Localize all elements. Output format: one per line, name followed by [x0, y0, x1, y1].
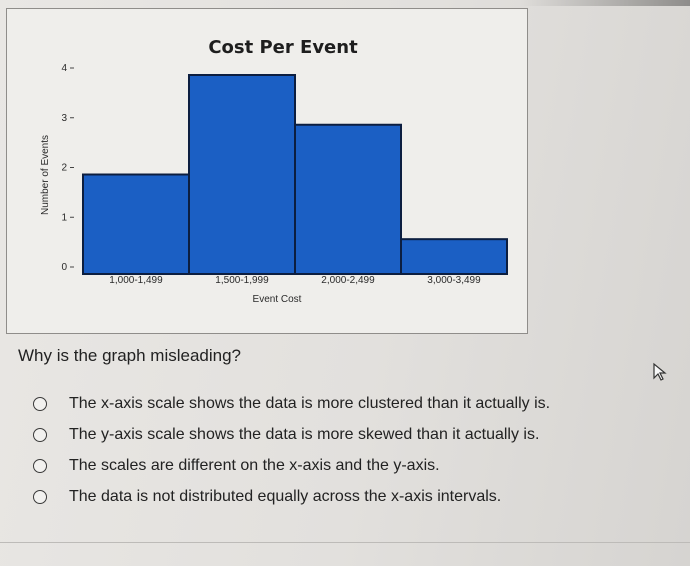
y-tick-label: 4	[61, 63, 67, 74]
option-label: The x-axis scale shows the data is more …	[69, 395, 551, 412]
y-tick-label: 0	[61, 262, 67, 273]
histogram-bar	[400, 238, 508, 276]
radio-button[interactable]	[33, 459, 47, 473]
x-tick-label: 1,500-1,999	[215, 275, 269, 286]
y-tick-label: 1	[61, 212, 67, 223]
cursor-arrow-icon	[653, 362, 667, 381]
x-axis-label: Event Cost	[253, 294, 302, 305]
option-2[interactable]: The y-axis scale shows the data is more …	[20, 423, 680, 447]
option-3[interactable]: The scales are different on the x-axis a…	[20, 454, 680, 478]
option-label: The data is not distributed equally acro…	[69, 488, 502, 505]
histogram-bar	[188, 74, 296, 275]
histogram-chart: Cost Per Event Number of Events Event Co…	[40, 37, 508, 305]
y-tick-label: 3	[61, 113, 67, 124]
option-1[interactable]: The x-axis scale shows the data is more …	[20, 392, 680, 416]
chart-panel: Cost Per Event Number of Events Event Co…	[6, 8, 528, 334]
divider	[0, 542, 690, 543]
radio-button[interactable]	[33, 490, 47, 504]
y-tick-label: 2	[61, 163, 67, 174]
x-tick-label: 3,000-3,499	[427, 275, 481, 286]
x-tick-label: 2,000-2,499	[321, 275, 375, 286]
top-edge-shadow	[520, 0, 690, 6]
chart-title: Cost Per Event	[208, 37, 358, 58]
option-label: The y-axis scale shows the data is more …	[69, 426, 540, 443]
histogram-bar	[294, 123, 402, 275]
y-axis-label: Number of Events	[40, 135, 51, 215]
histogram-bar	[82, 173, 190, 275]
question-text: Why is the graph misleading?	[18, 346, 242, 365]
answer-options: The x-axis scale shows the data is more …	[20, 392, 680, 516]
radio-button[interactable]	[33, 397, 47, 411]
x-tick-label: 1,000-1,499	[109, 275, 163, 286]
radio-button[interactable]	[33, 428, 47, 442]
option-label: The scales are different on the x-axis a…	[69, 457, 440, 474]
option-4[interactable]: The data is not distributed equally acro…	[20, 485, 680, 509]
